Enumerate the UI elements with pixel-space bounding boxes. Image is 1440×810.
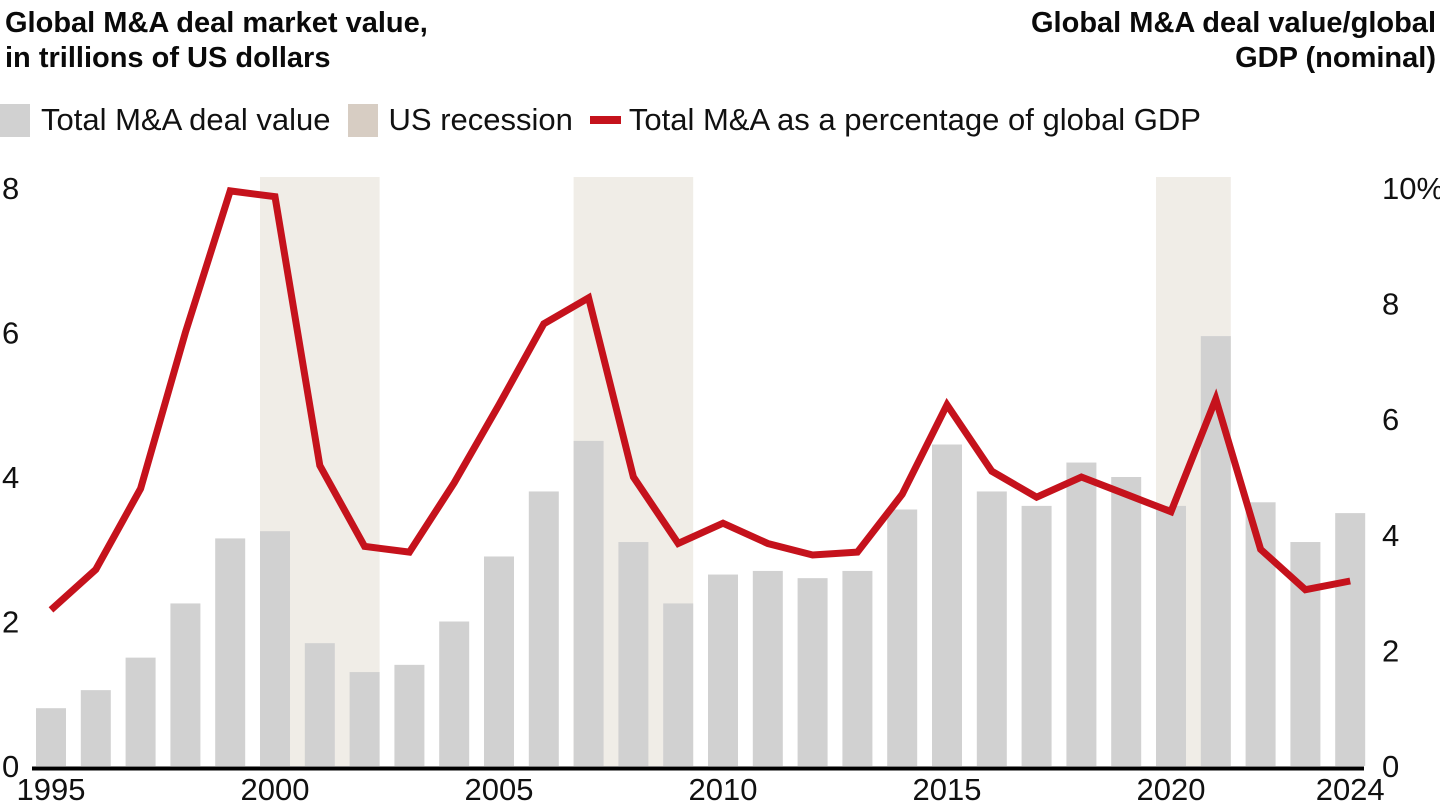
bar-2006 — [528, 491, 559, 766]
bar-2019 — [1111, 477, 1142, 766]
left-axis-title-line1: Global M&A deal market value, — [5, 7, 428, 39]
x-axis-tick-2015: 2015 — [913, 772, 982, 807]
right-axis-tick-8: 8 — [1382, 287, 1399, 322]
bar-2012 — [797, 578, 828, 766]
gdp-percentage-line — [48, 187, 1351, 613]
bar-2009 — [663, 603, 694, 766]
right-axis-tick-6: 6 — [1382, 402, 1399, 437]
right-axis-tick-4: 4 — [1382, 518, 1399, 553]
x-axis-tick-2020: 2020 — [1137, 772, 1206, 807]
bar-2015 — [932, 444, 962, 766]
bar-2011 — [752, 570, 783, 766]
x-axis-tick-2005: 2005 — [465, 772, 534, 807]
bar-1995 — [36, 708, 66, 766]
recession-swatch-icon — [347, 103, 378, 137]
bar-2003 — [394, 664, 425, 766]
right-axis-title-line2: GDP (nominal) — [1235, 42, 1436, 74]
bar-1999 — [215, 538, 246, 766]
bar-swatch-icon — [0, 103, 30, 137]
legend-label-deal-value: Total M&A deal value — [41, 102, 331, 137]
bar-2007 — [573, 440, 604, 766]
bar-2005 — [484, 556, 514, 766]
right-axis-title-line1: Global M&A deal value/global — [1031, 7, 1436, 39]
legend-label-recession: US recession — [388, 102, 573, 137]
x-axis-tick-2024: 2024 — [1316, 772, 1385, 807]
bar-1997 — [125, 657, 156, 766]
left-axis-tick-8: 8 — [2, 171, 19, 206]
left-axis-tick-6: 6 — [2, 316, 19, 351]
left-axis-title-line2: in trillions of US dollars — [5, 42, 331, 74]
bar-2024 — [1335, 513, 1366, 766]
left-axis-tick-4: 4 — [2, 460, 19, 495]
left-axis-tick-0: 0 — [2, 749, 19, 784]
bar-2000 — [260, 531, 290, 766]
right-axis-tick-10%: 10% — [1382, 171, 1440, 206]
left-axis-tick-2: 2 — [2, 605, 19, 640]
right-axis-tick-0: 0 — [1382, 749, 1399, 784]
legend: Total M&A deal value US recession Total … — [0, 101, 1440, 139]
bar-2017 — [1021, 505, 1052, 766]
line-swatch-icon — [589, 116, 621, 124]
legend-item-deal-value: Total M&A deal value — [0, 102, 331, 138]
bar-1996 — [80, 690, 111, 766]
bar-2002 — [349, 672, 380, 766]
bar-2008 — [618, 542, 649, 766]
bar-2004 — [439, 621, 470, 766]
left-axis-title: Global M&A deal market value, in trillio… — [5, 6, 428, 76]
bar-2013 — [842, 570, 873, 766]
legend-item-gdp-line: Total M&A as a percentage of global GDP — [589, 102, 1201, 138]
bar-2010 — [708, 574, 738, 766]
right-axis-title: Global M&A deal value/global GDP (nomina… — [1031, 6, 1436, 76]
bar-1998 — [170, 603, 201, 766]
x-axis-tick-1995: 1995 — [17, 772, 86, 807]
x-axis-tick-2000: 2000 — [241, 772, 310, 807]
right-axis-tick-2: 2 — [1382, 633, 1399, 668]
bar-2020 — [1156, 505, 1186, 766]
x-axis-tick-2010: 2010 — [689, 772, 758, 807]
bar-2014 — [887, 509, 918, 766]
legend-label-gdp-line: Total M&A as a percentage of global GDP — [628, 102, 1201, 137]
bar-2001 — [304, 643, 335, 766]
bar-2016 — [976, 491, 1007, 766]
bar-2018 — [1066, 462, 1097, 766]
legend-item-recession: US recession — [347, 102, 573, 138]
